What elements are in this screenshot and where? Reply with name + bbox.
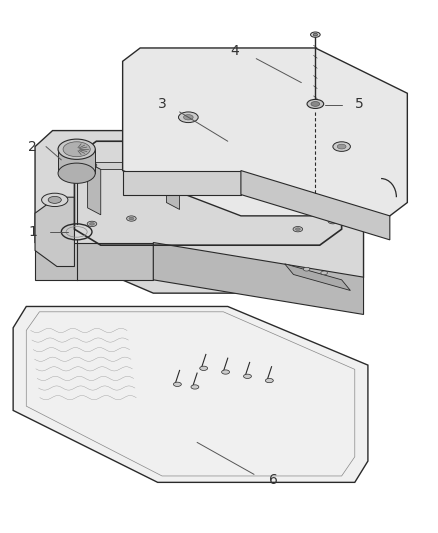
Polygon shape <box>285 264 350 290</box>
Ellipse shape <box>58 163 95 183</box>
Ellipse shape <box>129 217 134 220</box>
Ellipse shape <box>293 227 303 232</box>
Ellipse shape <box>333 142 350 151</box>
Polygon shape <box>35 243 153 280</box>
Ellipse shape <box>313 33 318 36</box>
Ellipse shape <box>184 115 193 120</box>
Polygon shape <box>166 157 254 164</box>
Ellipse shape <box>87 221 97 227</box>
Polygon shape <box>245 160 258 212</box>
Ellipse shape <box>42 193 68 207</box>
Ellipse shape <box>303 268 310 271</box>
Ellipse shape <box>179 112 198 123</box>
Ellipse shape <box>311 32 320 37</box>
Polygon shape <box>88 163 101 215</box>
Ellipse shape <box>307 99 324 109</box>
Ellipse shape <box>296 161 300 164</box>
Ellipse shape <box>296 228 300 231</box>
Ellipse shape <box>89 164 94 166</box>
Ellipse shape <box>265 378 273 383</box>
Ellipse shape <box>58 139 95 159</box>
Ellipse shape <box>243 156 248 159</box>
Ellipse shape <box>328 219 338 224</box>
Text: 4: 4 <box>230 44 239 58</box>
Ellipse shape <box>337 144 346 149</box>
Polygon shape <box>123 48 407 216</box>
Ellipse shape <box>321 271 328 275</box>
Ellipse shape <box>330 220 336 223</box>
Ellipse shape <box>222 370 230 374</box>
Polygon shape <box>58 149 95 173</box>
Ellipse shape <box>48 197 61 203</box>
Ellipse shape <box>188 155 198 160</box>
Polygon shape <box>153 243 364 314</box>
Text: 6: 6 <box>269 473 278 487</box>
Ellipse shape <box>200 366 208 370</box>
Ellipse shape <box>173 382 181 386</box>
Text: 3: 3 <box>158 97 166 111</box>
Ellipse shape <box>138 159 142 161</box>
Ellipse shape <box>135 157 145 163</box>
Ellipse shape <box>328 171 338 176</box>
Polygon shape <box>245 160 333 167</box>
Polygon shape <box>166 157 180 209</box>
Ellipse shape <box>311 101 320 107</box>
Ellipse shape <box>244 374 251 378</box>
Polygon shape <box>35 131 364 293</box>
Polygon shape <box>88 163 175 169</box>
Ellipse shape <box>63 142 90 157</box>
Ellipse shape <box>87 163 97 168</box>
Text: 1: 1 <box>28 225 37 239</box>
Polygon shape <box>123 171 241 195</box>
Polygon shape <box>241 171 390 240</box>
Text: 5: 5 <box>355 97 364 111</box>
Ellipse shape <box>240 155 250 160</box>
Polygon shape <box>13 306 368 482</box>
Ellipse shape <box>293 160 303 165</box>
Ellipse shape <box>127 216 136 221</box>
Text: 2: 2 <box>28 140 37 154</box>
Ellipse shape <box>89 223 94 225</box>
Ellipse shape <box>190 156 195 159</box>
Ellipse shape <box>191 385 199 389</box>
Ellipse shape <box>330 172 336 175</box>
Polygon shape <box>35 197 74 266</box>
